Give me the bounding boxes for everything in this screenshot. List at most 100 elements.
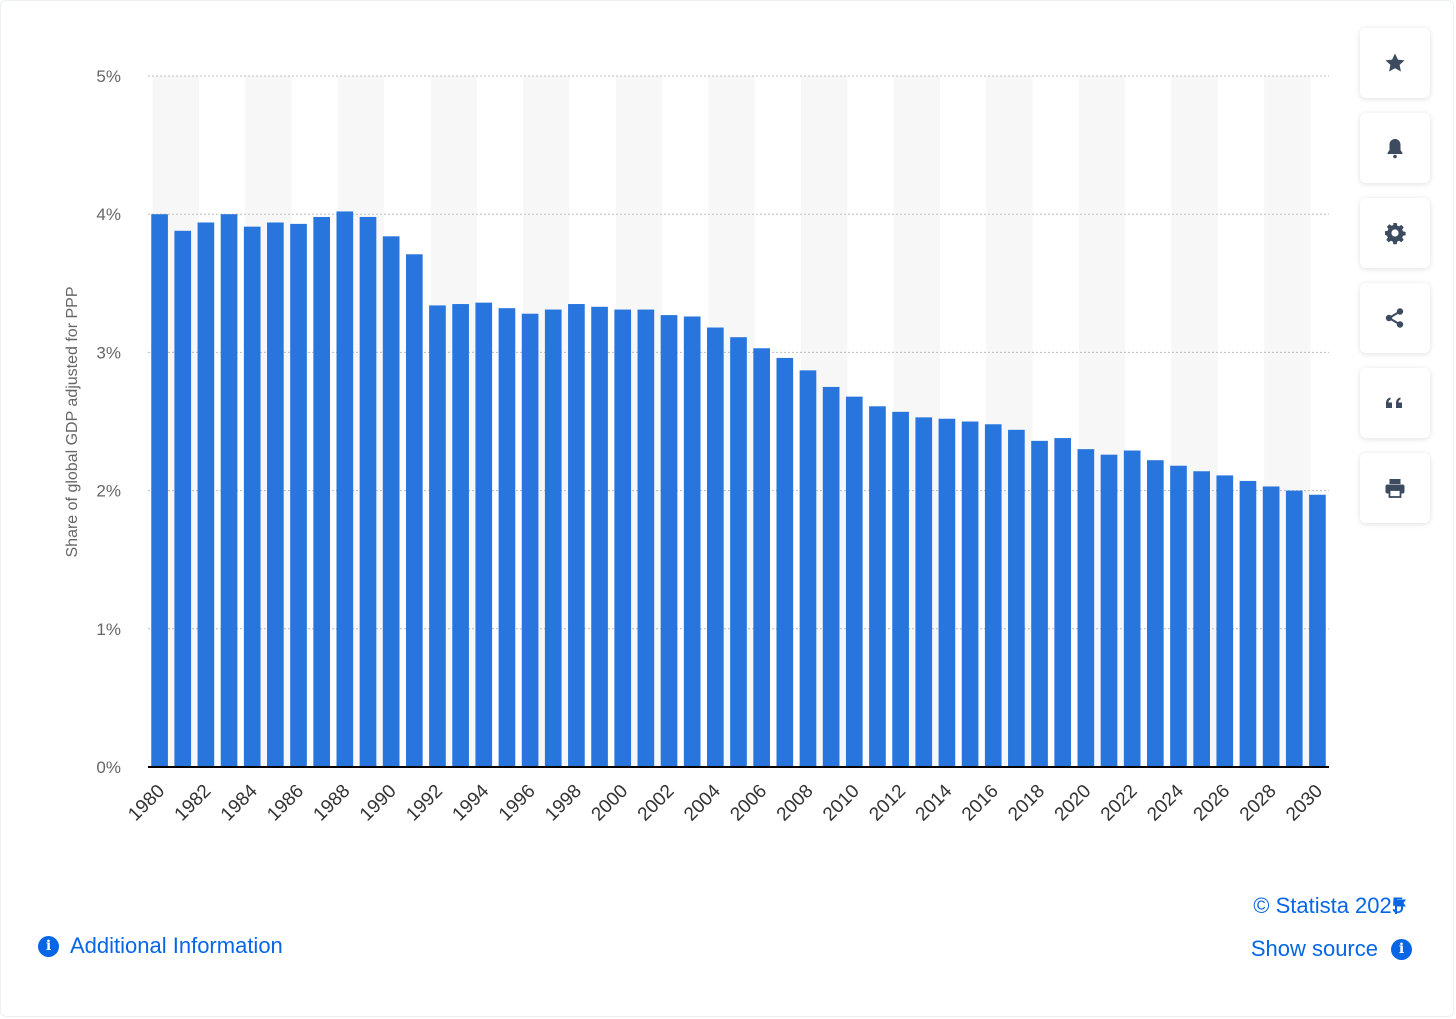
x-tick-label: 1996 xyxy=(495,781,540,826)
x-tick-label: 2000 xyxy=(588,781,633,826)
x-tick-label: 1994 xyxy=(449,780,494,825)
bar-2013[interactable] xyxy=(915,417,933,767)
x-tick-label: 2016 xyxy=(958,781,1003,826)
print-button[interactable] xyxy=(1360,453,1430,523)
bar-2006[interactable] xyxy=(753,348,770,767)
bar-2023[interactable] xyxy=(1146,460,1164,767)
x-tick-label: 2004 xyxy=(680,780,725,825)
bar-2018[interactable] xyxy=(1031,440,1048,767)
x-tick-label: 2022 xyxy=(1097,781,1142,826)
additional-information-label: Additional Information xyxy=(70,933,283,958)
bar-1997[interactable] xyxy=(544,309,562,767)
bar-1981[interactable] xyxy=(174,230,192,767)
bar-1986[interactable] xyxy=(290,223,307,767)
statista-credit-label: © Statista 2025 xyxy=(1253,893,1404,918)
x-tick-label: 1984 xyxy=(217,780,262,825)
bar-2015[interactable] xyxy=(961,421,979,768)
gear-icon xyxy=(1385,223,1406,245)
x-tick-label: 2006 xyxy=(726,781,771,826)
quote-icon xyxy=(1386,397,1402,408)
bar-2009[interactable] xyxy=(822,386,840,767)
bar-1994[interactable] xyxy=(475,302,493,767)
chart-toolbar xyxy=(1360,28,1430,538)
x-tick-label: 1982 xyxy=(171,781,216,826)
bar-1995[interactable] xyxy=(498,308,516,767)
x-tick-label: 2010 xyxy=(819,781,864,826)
additional-information-link[interactable]: i Additional Information xyxy=(38,933,283,959)
bar-2001[interactable] xyxy=(637,309,655,767)
bar-2024[interactable] xyxy=(1170,465,1187,767)
bar-2000[interactable] xyxy=(614,309,632,767)
bar-2014[interactable] xyxy=(938,418,956,767)
x-tick-label: 1980 xyxy=(124,781,169,826)
favorite-button[interactable] xyxy=(1360,28,1430,98)
bar-2026[interactable] xyxy=(1216,475,1234,767)
flag-icon[interactable] xyxy=(1394,898,1408,915)
bar-2010[interactable] xyxy=(845,396,863,767)
bar-2028[interactable] xyxy=(1262,486,1280,767)
x-tick-label: 2002 xyxy=(634,781,679,826)
bar-2012[interactable] xyxy=(892,411,909,767)
bar-2019[interactable] xyxy=(1054,438,1072,767)
bar-1996[interactable] xyxy=(521,313,539,767)
x-tick-label: 1998 xyxy=(541,781,586,826)
y-tick-label: 4% xyxy=(96,205,121,224)
star-icon xyxy=(1385,53,1405,72)
x-tick-label: 2008 xyxy=(773,781,818,826)
x-tick-label: 1988 xyxy=(310,781,355,826)
bar-2030[interactable] xyxy=(1309,494,1326,767)
x-tick-label: 2026 xyxy=(1190,781,1235,826)
y-tick-label: 0% xyxy=(96,758,121,777)
statista-credit-link[interactable]: © Statista 2025 xyxy=(1253,893,1404,919)
bar-1984[interactable] xyxy=(243,226,261,767)
bar-2004[interactable] xyxy=(707,327,724,767)
bar-1999[interactable] xyxy=(591,306,608,767)
info-icon: i xyxy=(38,935,59,957)
x-tick-label: 1990 xyxy=(356,781,401,826)
bar-2007[interactable] xyxy=(776,357,794,767)
bar-2020[interactable] xyxy=(1077,449,1095,767)
show-source-label: Show source xyxy=(1250,936,1378,961)
bar-1982[interactable] xyxy=(197,222,215,767)
bar-1992[interactable] xyxy=(429,305,446,767)
bar-2005[interactable] xyxy=(730,337,747,767)
bar-2021[interactable] xyxy=(1100,454,1118,767)
bar-1983[interactable] xyxy=(220,214,238,767)
bar-1990[interactable] xyxy=(382,236,400,767)
settings-button[interactable] xyxy=(1360,198,1430,268)
share-button[interactable] xyxy=(1360,283,1430,353)
x-tick-label: 2020 xyxy=(1051,781,1096,826)
cite-button[interactable] xyxy=(1360,368,1430,438)
info-icon: i xyxy=(1391,938,1412,960)
bar-2017[interactable] xyxy=(1008,429,1025,767)
bar-2027[interactable] xyxy=(1239,480,1257,767)
bar-2011[interactable] xyxy=(869,406,886,767)
bar-1985[interactable] xyxy=(267,222,284,767)
bar-1989[interactable] xyxy=(359,216,377,768)
bar-1993[interactable] xyxy=(452,304,469,767)
bar-1998[interactable] xyxy=(568,304,585,767)
x-tick-label: 2018 xyxy=(1004,781,1049,826)
y-axis-title: Share of global GDP adjusted for PPP xyxy=(64,287,81,558)
y-tick-label: 3% xyxy=(96,343,121,362)
bar-2025[interactable] xyxy=(1193,471,1210,767)
bar-1980[interactable] xyxy=(151,214,168,767)
bar-2003[interactable] xyxy=(683,316,701,767)
x-tick-label: 2024 xyxy=(1143,780,1188,825)
bar-1991[interactable] xyxy=(405,254,423,767)
bar-2029[interactable] xyxy=(1285,490,1303,767)
bar-1988[interactable] xyxy=(336,211,354,767)
bar-1987[interactable] xyxy=(313,216,331,768)
bar-2002[interactable] xyxy=(660,315,678,767)
bar-2016[interactable] xyxy=(984,424,1002,767)
show-source-link[interactable]: Show source i xyxy=(1251,936,1412,962)
share-icon xyxy=(1385,308,1404,328)
bell-icon xyxy=(1387,139,1403,159)
bar-2022[interactable] xyxy=(1123,450,1141,767)
printer-icon xyxy=(1385,479,1405,498)
bar-2008[interactable] xyxy=(799,370,817,767)
x-tick-label: 2030 xyxy=(1282,781,1327,826)
notification-button[interactable] xyxy=(1360,113,1430,183)
